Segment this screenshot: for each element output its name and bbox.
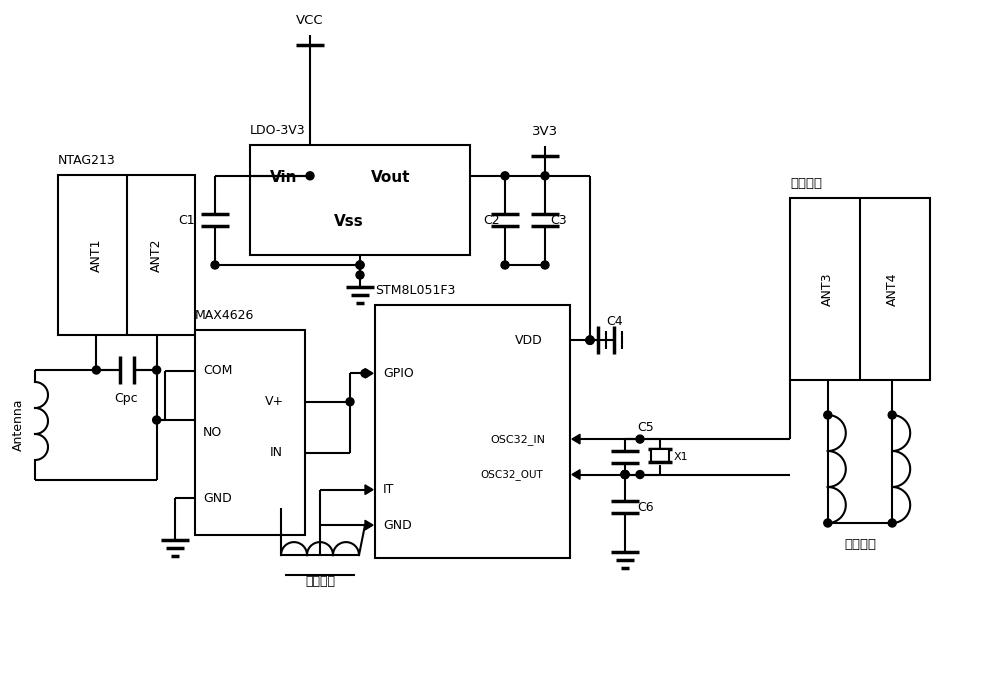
Text: Cpc: Cpc <box>115 392 138 405</box>
Text: Antenna: Antenna <box>11 399 24 451</box>
Text: STM8L051F3: STM8L051F3 <box>375 284 455 297</box>
Text: ANT1: ANT1 <box>90 238 103 271</box>
Text: GND: GND <box>383 518 412 531</box>
Polygon shape <box>572 470 580 479</box>
Text: OSC32_OUT: OSC32_OUT <box>480 469 543 480</box>
Text: GND: GND <box>203 492 232 505</box>
Text: VDD: VDD <box>515 334 543 347</box>
Bar <box>58 175 195 335</box>
Circle shape <box>621 471 629 479</box>
Text: V+: V+ <box>265 396 284 409</box>
Text: ANT4: ANT4 <box>886 272 899 306</box>
Text: C4: C4 <box>607 315 623 329</box>
Bar <box>375 305 570 558</box>
Polygon shape <box>365 485 373 494</box>
Bar <box>651 449 669 462</box>
Circle shape <box>153 416 161 424</box>
Text: 网回通路: 网回通路 <box>305 575 335 588</box>
Circle shape <box>153 366 161 374</box>
Text: 溯源芯片: 溯源芯片 <box>790 177 822 190</box>
Text: C5: C5 <box>637 421 654 434</box>
Text: Vout: Vout <box>371 170 411 186</box>
Text: C3: C3 <box>550 214 567 227</box>
Text: GPIO: GPIO <box>383 367 414 380</box>
Circle shape <box>92 366 100 374</box>
Circle shape <box>586 336 594 344</box>
Circle shape <box>621 471 629 479</box>
Circle shape <box>888 411 896 419</box>
Text: IN: IN <box>270 447 283 460</box>
Bar <box>250 145 470 255</box>
Text: COM: COM <box>203 364 232 378</box>
Text: LDO-3V3: LDO-3V3 <box>250 124 306 137</box>
Circle shape <box>346 398 354 406</box>
Text: Vin: Vin <box>270 170 298 186</box>
Text: VCC: VCC <box>296 14 324 27</box>
Text: NO: NO <box>203 426 222 439</box>
Text: 溯源天线: 溯源天线 <box>844 538 876 551</box>
Circle shape <box>621 471 629 479</box>
Circle shape <box>306 172 314 180</box>
Text: OSC32_IN: OSC32_IN <box>490 434 545 445</box>
Circle shape <box>356 271 364 279</box>
Text: MAX4626: MAX4626 <box>195 309 254 322</box>
Circle shape <box>824 519 832 527</box>
Circle shape <box>501 261 509 269</box>
Text: ANT2: ANT2 <box>150 238 163 271</box>
Text: C2: C2 <box>483 214 500 227</box>
Circle shape <box>356 261 364 269</box>
Circle shape <box>586 336 594 344</box>
Circle shape <box>636 471 644 479</box>
Bar <box>790 198 930 380</box>
Circle shape <box>888 519 896 527</box>
Text: Vss: Vss <box>334 215 363 230</box>
Circle shape <box>361 370 369 377</box>
Polygon shape <box>365 368 373 378</box>
Bar <box>195 330 305 535</box>
Text: C1: C1 <box>178 214 195 227</box>
Circle shape <box>636 435 644 443</box>
Circle shape <box>586 336 594 344</box>
Circle shape <box>541 172 549 180</box>
Circle shape <box>541 261 549 269</box>
Text: ANT3: ANT3 <box>821 272 834 306</box>
Text: X1: X1 <box>674 451 689 462</box>
Text: NTAG213: NTAG213 <box>58 154 116 167</box>
Circle shape <box>824 411 832 419</box>
Polygon shape <box>572 434 580 444</box>
Polygon shape <box>365 520 373 530</box>
Circle shape <box>211 261 219 269</box>
Text: 3V3: 3V3 <box>532 125 558 138</box>
Circle shape <box>501 172 509 180</box>
Circle shape <box>356 261 364 269</box>
Text: C6: C6 <box>637 501 654 514</box>
Text: IT: IT <box>383 483 394 496</box>
